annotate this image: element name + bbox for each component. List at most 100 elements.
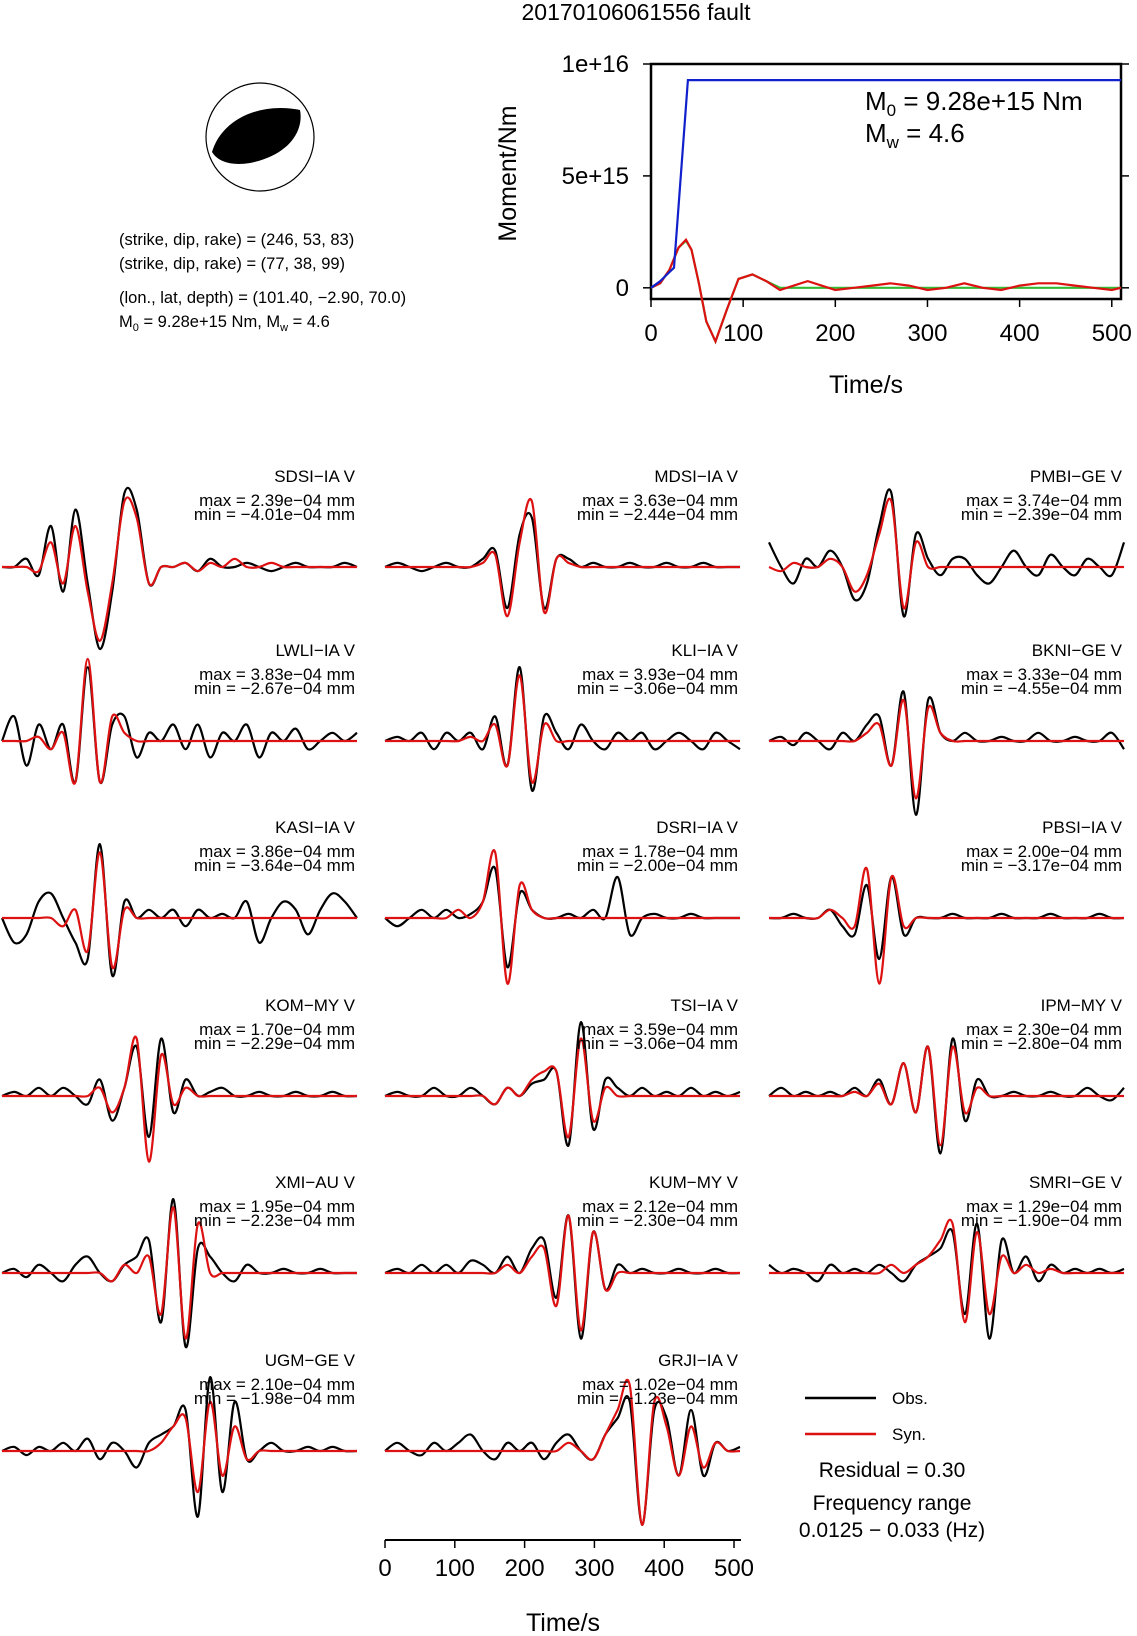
station-name: KUM−MY V	[649, 1173, 739, 1192]
moment-x-tick-label: 300	[907, 320, 947, 347]
station-min: min = −2.67e−04 mm	[194, 679, 355, 698]
station-min: min = −2.29e−04 mm	[194, 1034, 355, 1053]
moment-series-cumulative	[650, 79, 1121, 289]
moment-plot-frame	[649, 62, 1123, 301]
moment-x-axis-label: Time/s	[829, 371, 903, 399]
station-min: min = −3.06e−04 mm	[577, 1034, 738, 1053]
waveform-time-axis: 0 100 200 300 400 500 Time/s	[378, 1539, 754, 1636]
residual-label: Residual = 0.30	[819, 1459, 966, 1482]
legend-syn-label: Syn.	[892, 1425, 926, 1444]
station-max: max = 2.30e−04 mm	[966, 1020, 1122, 1039]
time-axis-tick-label: 400	[644, 1555, 684, 1582]
station-name: IPM−MY V	[1041, 996, 1123, 1015]
moment-x-tick-label: 100	[723, 320, 763, 347]
synthetic-waveform	[385, 849, 740, 985]
moment-x-tick-label: 400	[1000, 320, 1040, 347]
moment-x-tick-label: 500	[1092, 320, 1132, 347]
moment-y-tick-label: 0	[616, 275, 629, 302]
moment-y-tick-label: 1e+16	[562, 51, 629, 78]
event-location: (lon., lat, depth) = (101.40, −2.90, 70.…	[119, 289, 406, 307]
time-axis-tick-label: 500	[714, 1555, 754, 1582]
synthetic-waveform	[385, 674, 740, 784]
beachball	[205, 82, 315, 192]
moment-y-tick-label: 5e+15	[562, 163, 629, 190]
synthetic-waveform	[769, 866, 1124, 985]
station-max: max = 2.00e−04 mm	[966, 842, 1122, 861]
station-name: PMBI−GE V	[1030, 467, 1123, 486]
synthetic-waveform	[2, 657, 357, 785]
frequency-range-title: Frequency range	[813, 1492, 972, 1515]
station-min: min = −1.90e−04 mm	[961, 1211, 1122, 1230]
station-max: max = 3.59e−04 mm	[582, 1020, 738, 1039]
synthetic-waveform	[385, 498, 740, 618]
station-name: DSRI−IA V	[656, 818, 738, 837]
station-max: max = 2.39e−04 mm	[199, 491, 355, 510]
synthetic-waveform	[2, 851, 357, 970]
station-min: min = −2.23e−04 mm	[194, 1211, 355, 1230]
moment-series-red	[650, 237, 1122, 345]
synthetic-waveform	[768, 1045, 1124, 1147]
synthetic-waveform	[2, 1400, 357, 1494]
station-min: min = −3.17e−04 mm	[961, 856, 1122, 875]
station-name: LWLI−IA V	[275, 641, 355, 660]
station-name: MDSI−IA V	[654, 467, 738, 486]
station-min: min = −1.98e−04 mm	[194, 1389, 355, 1408]
station-max: max = 1.70e−04 mm	[199, 1020, 355, 1039]
nodal-plane-2: (strike, dip, rake) = (77, 38, 99)	[119, 255, 345, 273]
station-max: max = 1.29e−04 mm	[966, 1197, 1122, 1216]
observed-waveform	[0, 666, 358, 785]
event-info: (strike, dip, rake) = (246, 53, 83) (str…	[119, 231, 406, 334]
event-moment-magnitude: M0 = 9.28e+15 Nm, Mw = 4.6	[119, 313, 330, 334]
observed-waveform	[0, 843, 358, 978]
station-min: min = −2.39e−04 mm	[961, 505, 1122, 524]
observed-waveform	[384, 511, 740, 610]
time-axis-tick-label: 300	[574, 1555, 614, 1582]
moment-annotation-mw: Mw = 4.6	[865, 118, 965, 152]
station-min: min = −2.30e−04 mm	[577, 1211, 738, 1230]
station-max: max = 3.86e−04 mm	[199, 842, 355, 861]
synthetic-waveform	[385, 1214, 740, 1332]
station-name: SMRI−GE V	[1029, 1173, 1123, 1192]
station-name: KASI−IA V	[275, 818, 356, 837]
station-max: max = 3.33e−04 mm	[966, 665, 1122, 684]
station-max: max = 1.02e−04 mm	[582, 1375, 738, 1394]
synthetic-waveform	[1, 1035, 357, 1163]
observed-waveform	[768, 1222, 1125, 1340]
moment-annotation-m0: M0 = 9.28e+15 Nm	[865, 86, 1083, 120]
station-name: GRJI−IA V	[658, 1351, 738, 1370]
figure-title: 20170106061556 fault	[522, 0, 752, 25]
station-name: KOM−MY V	[265, 996, 356, 1015]
moment-x-tick-label: 200	[815, 320, 855, 347]
synthetic-waveform	[385, 1378, 741, 1526]
station-max: max = 3.83e−04 mm	[199, 665, 355, 684]
station-max: max = 3.93e−04 mm	[582, 665, 738, 684]
moment-y-axis-label: Moment/Nm	[494, 105, 522, 241]
station-min: min = −2.00e−04 mm	[577, 856, 738, 875]
observed-waveform	[768, 690, 1125, 816]
legend: Obs. Syn. Residual = 0.30 Frequency rang…	[799, 1389, 985, 1542]
synthetic-waveform	[769, 1218, 1124, 1324]
frequency-range-value: 0.0125 − 0.033 (Hz)	[799, 1519, 985, 1542]
station-min: min = −3.06e−04 mm	[577, 679, 738, 698]
station-max: max = 1.95e−04 mm	[199, 1197, 355, 1216]
synthetic-waveform	[384, 1037, 740, 1139]
station-max: max = 1.78e−04 mm	[582, 842, 738, 861]
station-min: min = −2.44e−04 mm	[577, 505, 738, 524]
synthetic-waveform	[2, 496, 357, 642]
station-max: max = 3.74e−04 mm	[966, 491, 1122, 510]
